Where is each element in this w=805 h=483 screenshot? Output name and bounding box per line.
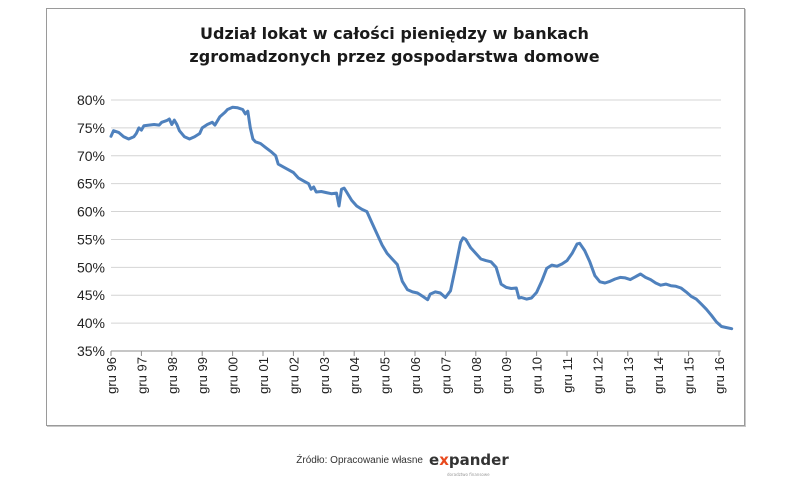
x-tick-label: gru 13: [621, 357, 636, 394]
y-tick-label: 35%: [77, 343, 105, 359]
x-tick-label: gru 14: [651, 357, 666, 394]
x-tick-label: gru 01: [256, 357, 271, 394]
x-tick-label: gru 16: [712, 357, 727, 394]
chart-title-line-1: Udział lokat w całości pieniędzy w banka…: [200, 24, 589, 43]
x-tick-label: gru 04: [347, 357, 362, 394]
logo-text-start: e: [429, 451, 440, 469]
x-tick-label: gru 96: [104, 357, 119, 394]
y-tick-label: 70%: [77, 148, 105, 164]
x-tick-label: gru 07: [438, 357, 453, 394]
line-chart: 35%40%45%50%55%60%65%70%75%80% gru 96 gru…: [77, 92, 734, 394]
logo-text-end: pander: [448, 451, 509, 469]
x-tick-label: gru 10: [530, 357, 545, 394]
y-tick-label: 45%: [77, 287, 105, 303]
expander-logo: expander doradztwo finansowe: [429, 451, 509, 477]
x-tick-label: gru 00: [226, 357, 241, 394]
source-note: Źródło: Opracowanie własne: [296, 454, 423, 466]
y-axis-ticks: 35% 40% 45% 50% 55% 60% 65% 70% 75% 80%: [77, 92, 105, 359]
x-tick-label: gru 03: [317, 357, 332, 394]
x-tick-label: gru 06: [408, 357, 423, 394]
y-tick-label: 65%: [77, 176, 105, 192]
chart-frame: [46, 8, 745, 426]
gridlines: [111, 99, 721, 324]
x-tick-label: gru 15: [682, 357, 697, 394]
x-tick-label: gru 97: [134, 357, 149, 394]
y-tick-label: 50%: [77, 259, 105, 275]
y-tick-label: 60%: [77, 204, 105, 220]
footer: Źródło: Opracowanie własne expander dorad…: [0, 448, 805, 477]
logo-text-x: x: [439, 451, 449, 469]
x-tick-label: gru 11: [560, 357, 575, 393]
chart-title: Udział lokat w całości pieniędzy w banka…: [46, 22, 743, 68]
x-tick-label: gru 05: [378, 357, 393, 394]
x-tick-label: gru 02: [286, 357, 301, 394]
x-tick-label: gru 98: [165, 357, 180, 394]
y-tick-label: 55%: [77, 231, 105, 247]
x-tick-label: gru 09: [499, 357, 514, 394]
x-tick-label: gru 99: [195, 357, 210, 394]
y-tick-label: 75%: [77, 120, 105, 136]
series-line: [109, 105, 734, 331]
y-tick-label: 80%: [77, 92, 105, 108]
x-axis-ticks: gru 96 gru 97 gru 98 gru 99 gru 00 gru 01 gru …: [104, 351, 727, 394]
x-tick-label: gru 08: [469, 357, 484, 394]
chart-title-line-2: zgromadzonych przez gospodarstwa domowe: [189, 47, 600, 66]
x-tick-label: gru 12: [590, 357, 605, 394]
series-group: [109, 105, 734, 331]
logo-tagline: doradztwo finansowe: [447, 472, 490, 477]
y-tick-label: 40%: [77, 315, 105, 331]
